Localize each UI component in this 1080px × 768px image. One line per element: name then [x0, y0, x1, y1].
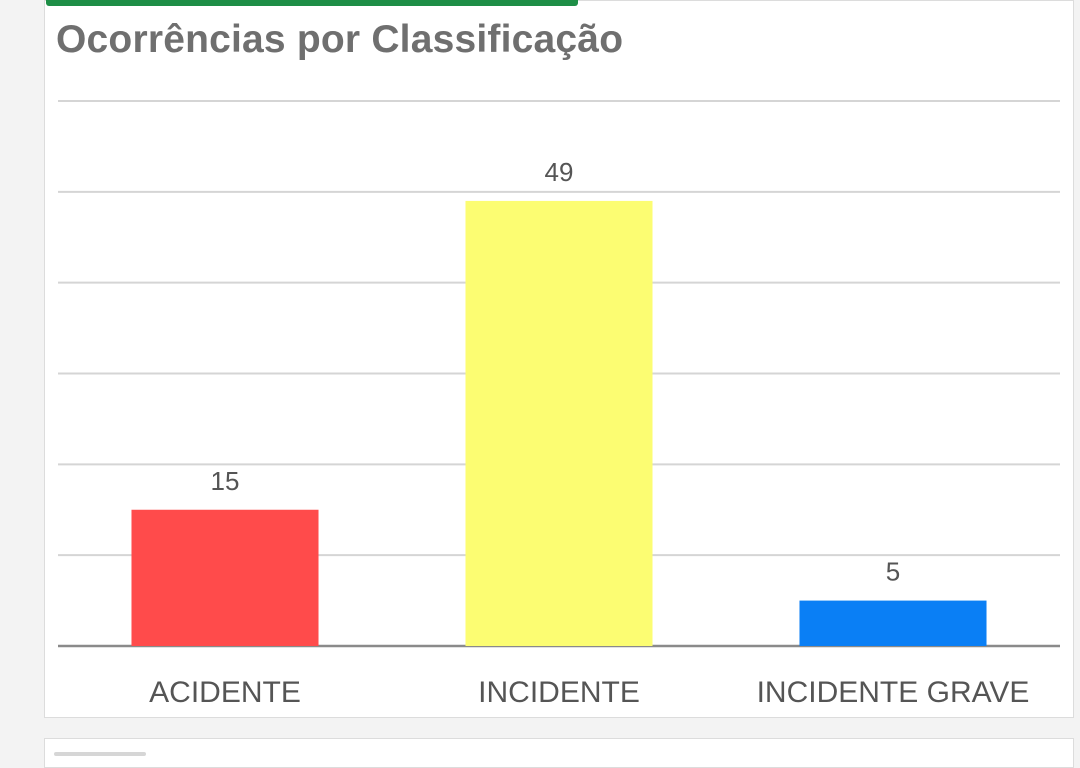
data-label-acidente: 15 [211, 466, 240, 496]
category-labels: ACIDENTE INCIDENTE INCIDENTE GRAVE [149, 676, 1029, 709]
category-label-acidente: ACIDENTE [149, 676, 301, 709]
category-label-incidente-grave: INCIDENTE GRAVE [757, 676, 1030, 709]
bars [131, 200, 987, 646]
bar-incidente-grave [799, 600, 987, 646]
chart-title: Ocorrências por Classificação [56, 18, 624, 61]
next-card [44, 738, 1074, 768]
data-label-incidente: 49 [545, 157, 574, 187]
data-labels: 15 49 5 [211, 157, 901, 587]
bar-acidente [131, 509, 319, 646]
bar-incidente [465, 200, 653, 646]
card-accent-bar [46, 0, 578, 6]
data-label-incidente-grave: 5 [886, 557, 900, 587]
next-card-tab [54, 752, 146, 756]
category-label-incidente: INCIDENTE [478, 676, 640, 709]
